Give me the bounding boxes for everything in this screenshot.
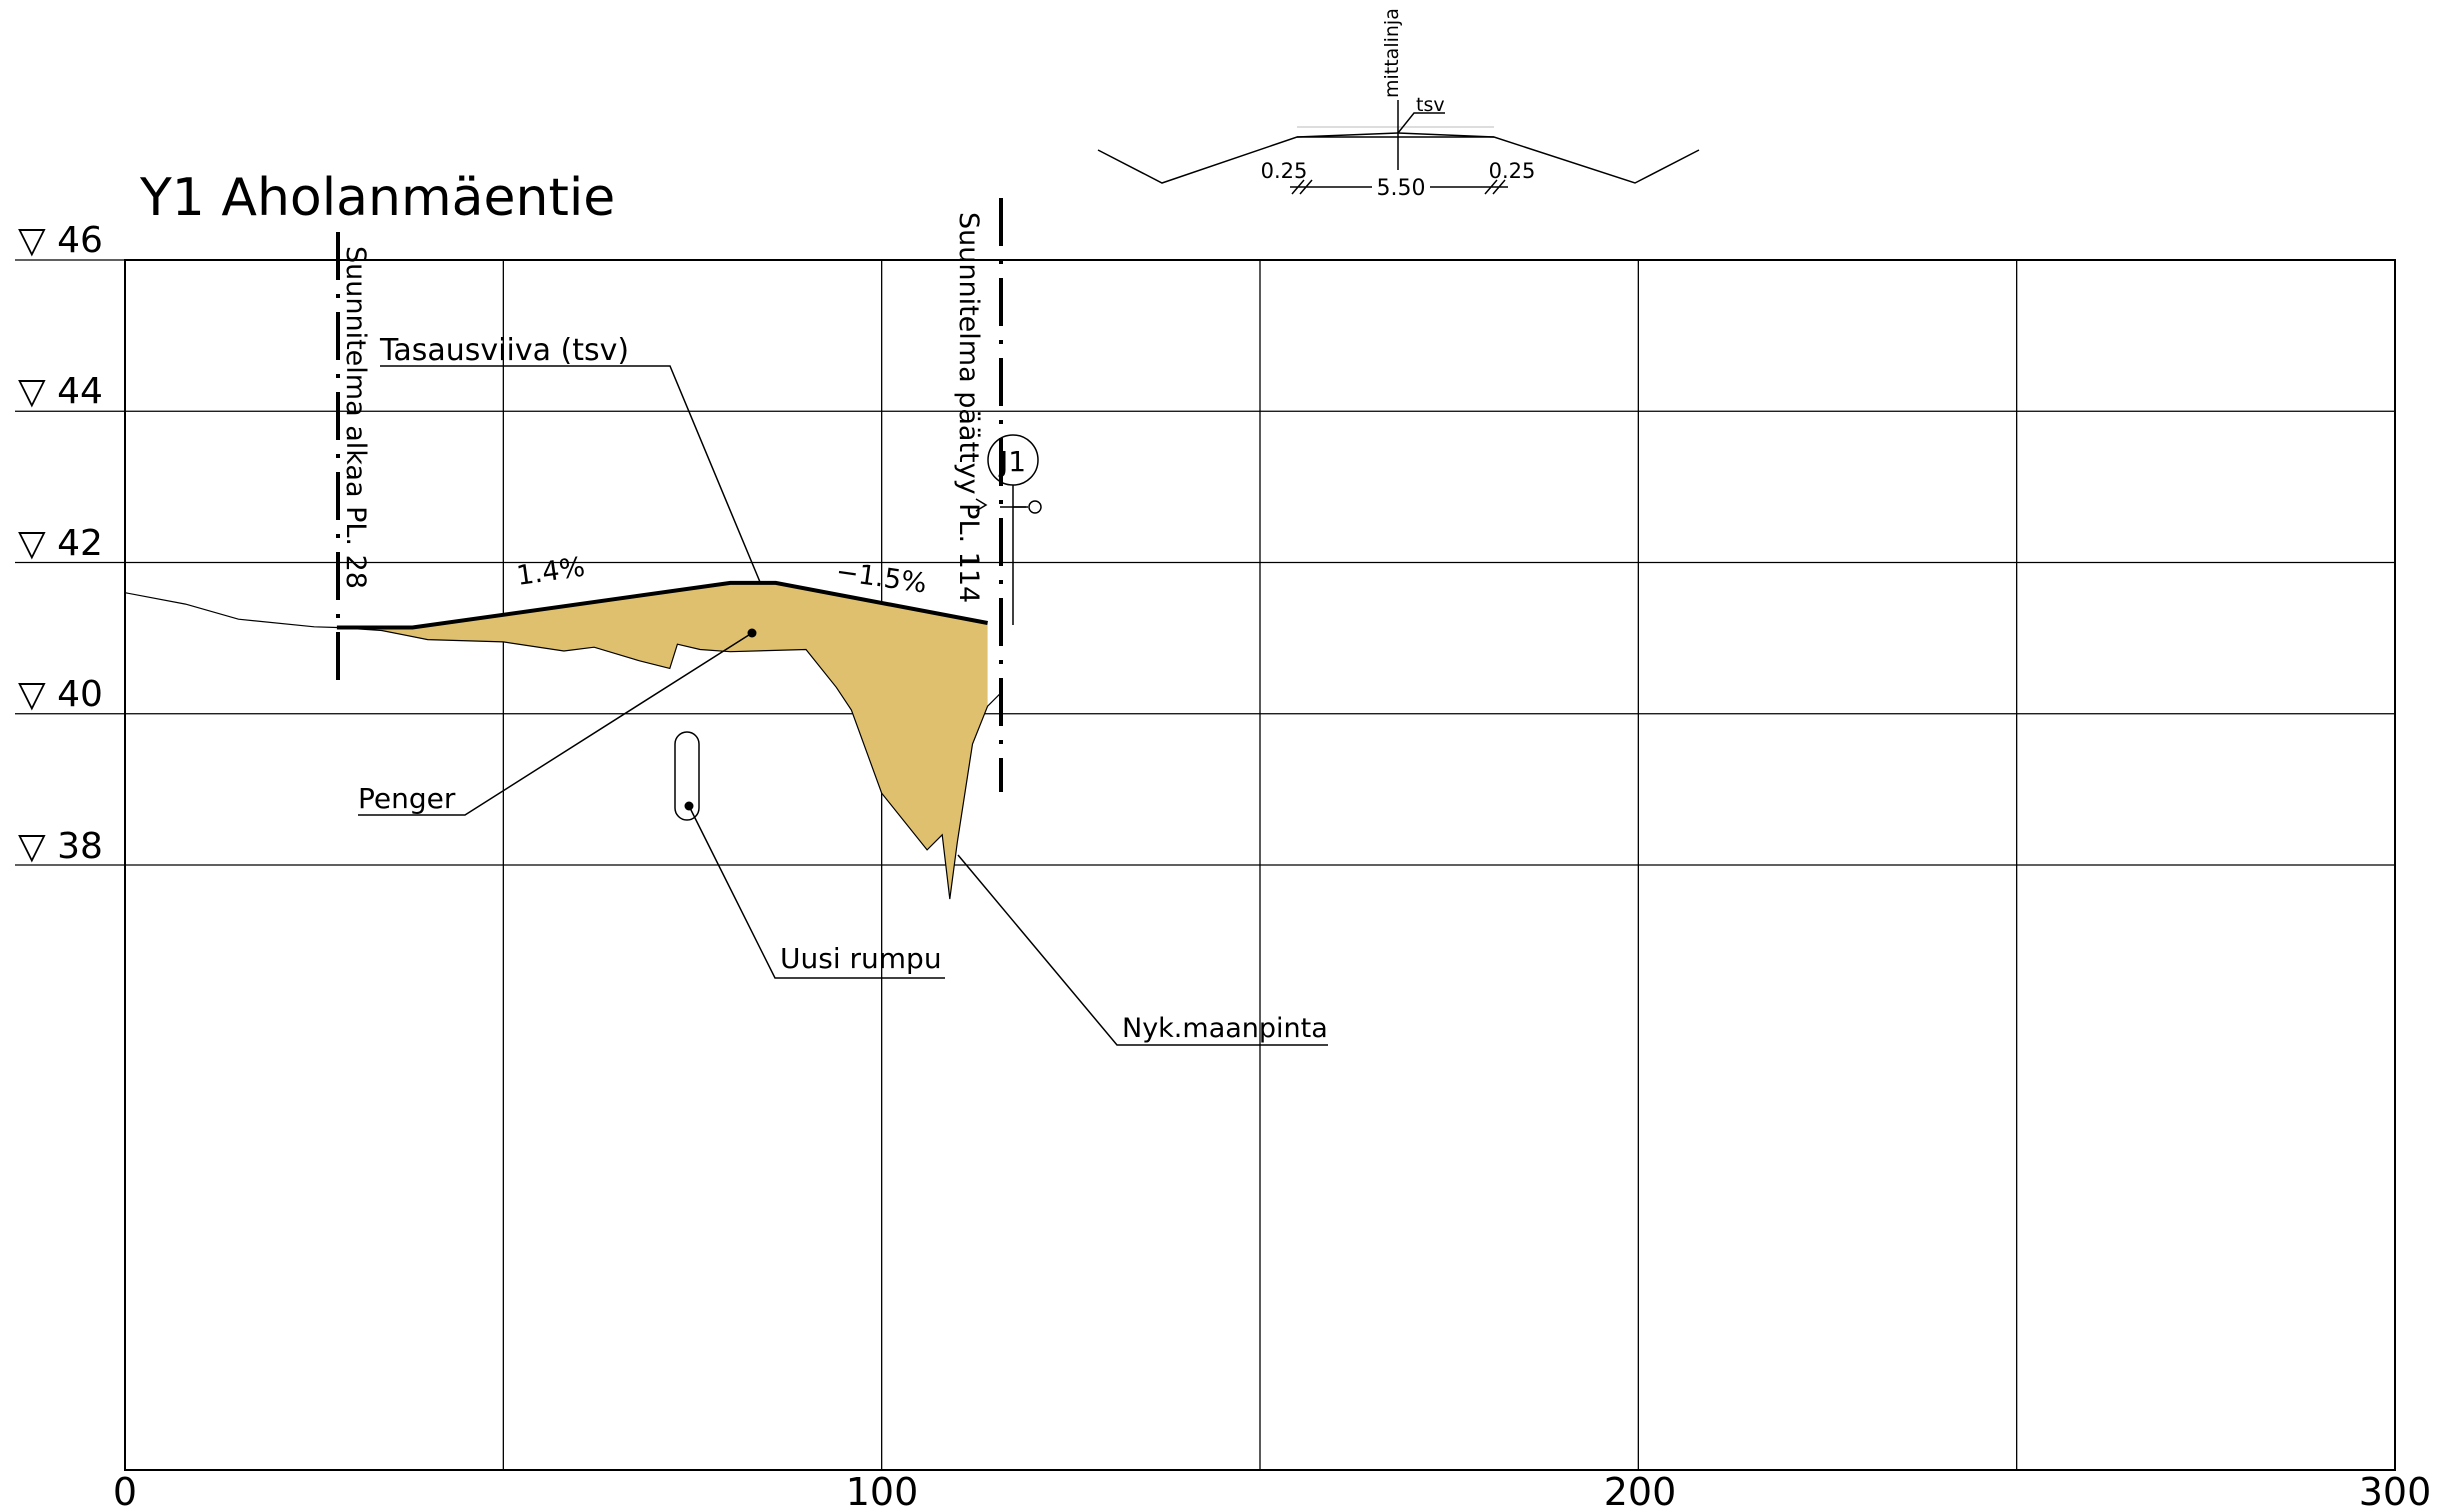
grade-point-leader xyxy=(1397,112,1445,134)
drawing-title: Y1 Aholanmäentie xyxy=(139,168,615,228)
station-label: 0 xyxy=(113,1470,137,1510)
junction-label: J1 xyxy=(998,445,1026,478)
left-shoulder-label: 0.25 xyxy=(1261,159,1308,183)
dimension-tick xyxy=(1291,179,1305,195)
plan-end-label: Suunnitelma päättyy PL. 114 xyxy=(953,212,984,603)
culvert-symbol xyxy=(674,731,700,821)
embankment-fill xyxy=(336,582,988,899)
junction-node-icon xyxy=(1028,500,1042,514)
grade-point-label: tsv xyxy=(1416,94,1445,116)
dimension-tick xyxy=(1492,179,1506,195)
station-label: 200 xyxy=(1604,1470,1677,1510)
junction-arrow-icon xyxy=(975,498,988,512)
right-shoulder-label: 0.25 xyxy=(1489,159,1536,183)
station-label: 100 xyxy=(846,1470,919,1510)
survey-line-label: mittalinja xyxy=(1381,8,1403,98)
grade-line-leader xyxy=(380,365,761,583)
culvert-leader xyxy=(688,805,945,979)
embankment-leader xyxy=(358,632,753,816)
typical-cross-section: mittalinja tsv 5.50 0.25 0.25 xyxy=(1097,8,1700,201)
station-labels: 0 100 200 300 xyxy=(113,1470,2431,1510)
elevation-label: ▽ 38 xyxy=(18,826,103,867)
station-label: 300 xyxy=(2359,1470,2432,1510)
existing-ground-leader xyxy=(957,854,1328,1046)
elevation-label: ▽ 42 xyxy=(18,523,103,564)
lane-width-label: 5.50 xyxy=(1377,176,1426,201)
grid xyxy=(15,259,2396,1471)
existing-ground-callout: Nyk.maanpinta xyxy=(1122,1013,1328,1044)
embankment-leader-dot xyxy=(747,628,757,638)
embankment-callout: Penger xyxy=(358,782,456,815)
plan-start-label: Suunnitelma alkaa PL. 28 xyxy=(340,246,371,589)
dimension-tick xyxy=(1299,179,1313,195)
dimension-label-bg xyxy=(1372,173,1430,199)
elevation-labels: ▽ 46 ▽ 44 ▽ 42 ▽ 40 ▽ 38 xyxy=(18,220,103,867)
elevation-label: ▽ 44 xyxy=(18,371,103,412)
dimension-tick xyxy=(1484,179,1498,195)
grade-up-label: 1.4% xyxy=(515,552,587,592)
grade-line-callout: Tasausviiva (tsv) xyxy=(379,333,629,368)
culvert-callout: Uusi rumpu xyxy=(780,942,942,975)
elevation-label: ▽ 46 xyxy=(18,220,103,261)
elevation-label: ▽ 40 xyxy=(18,674,103,715)
grade-line xyxy=(336,580,988,630)
